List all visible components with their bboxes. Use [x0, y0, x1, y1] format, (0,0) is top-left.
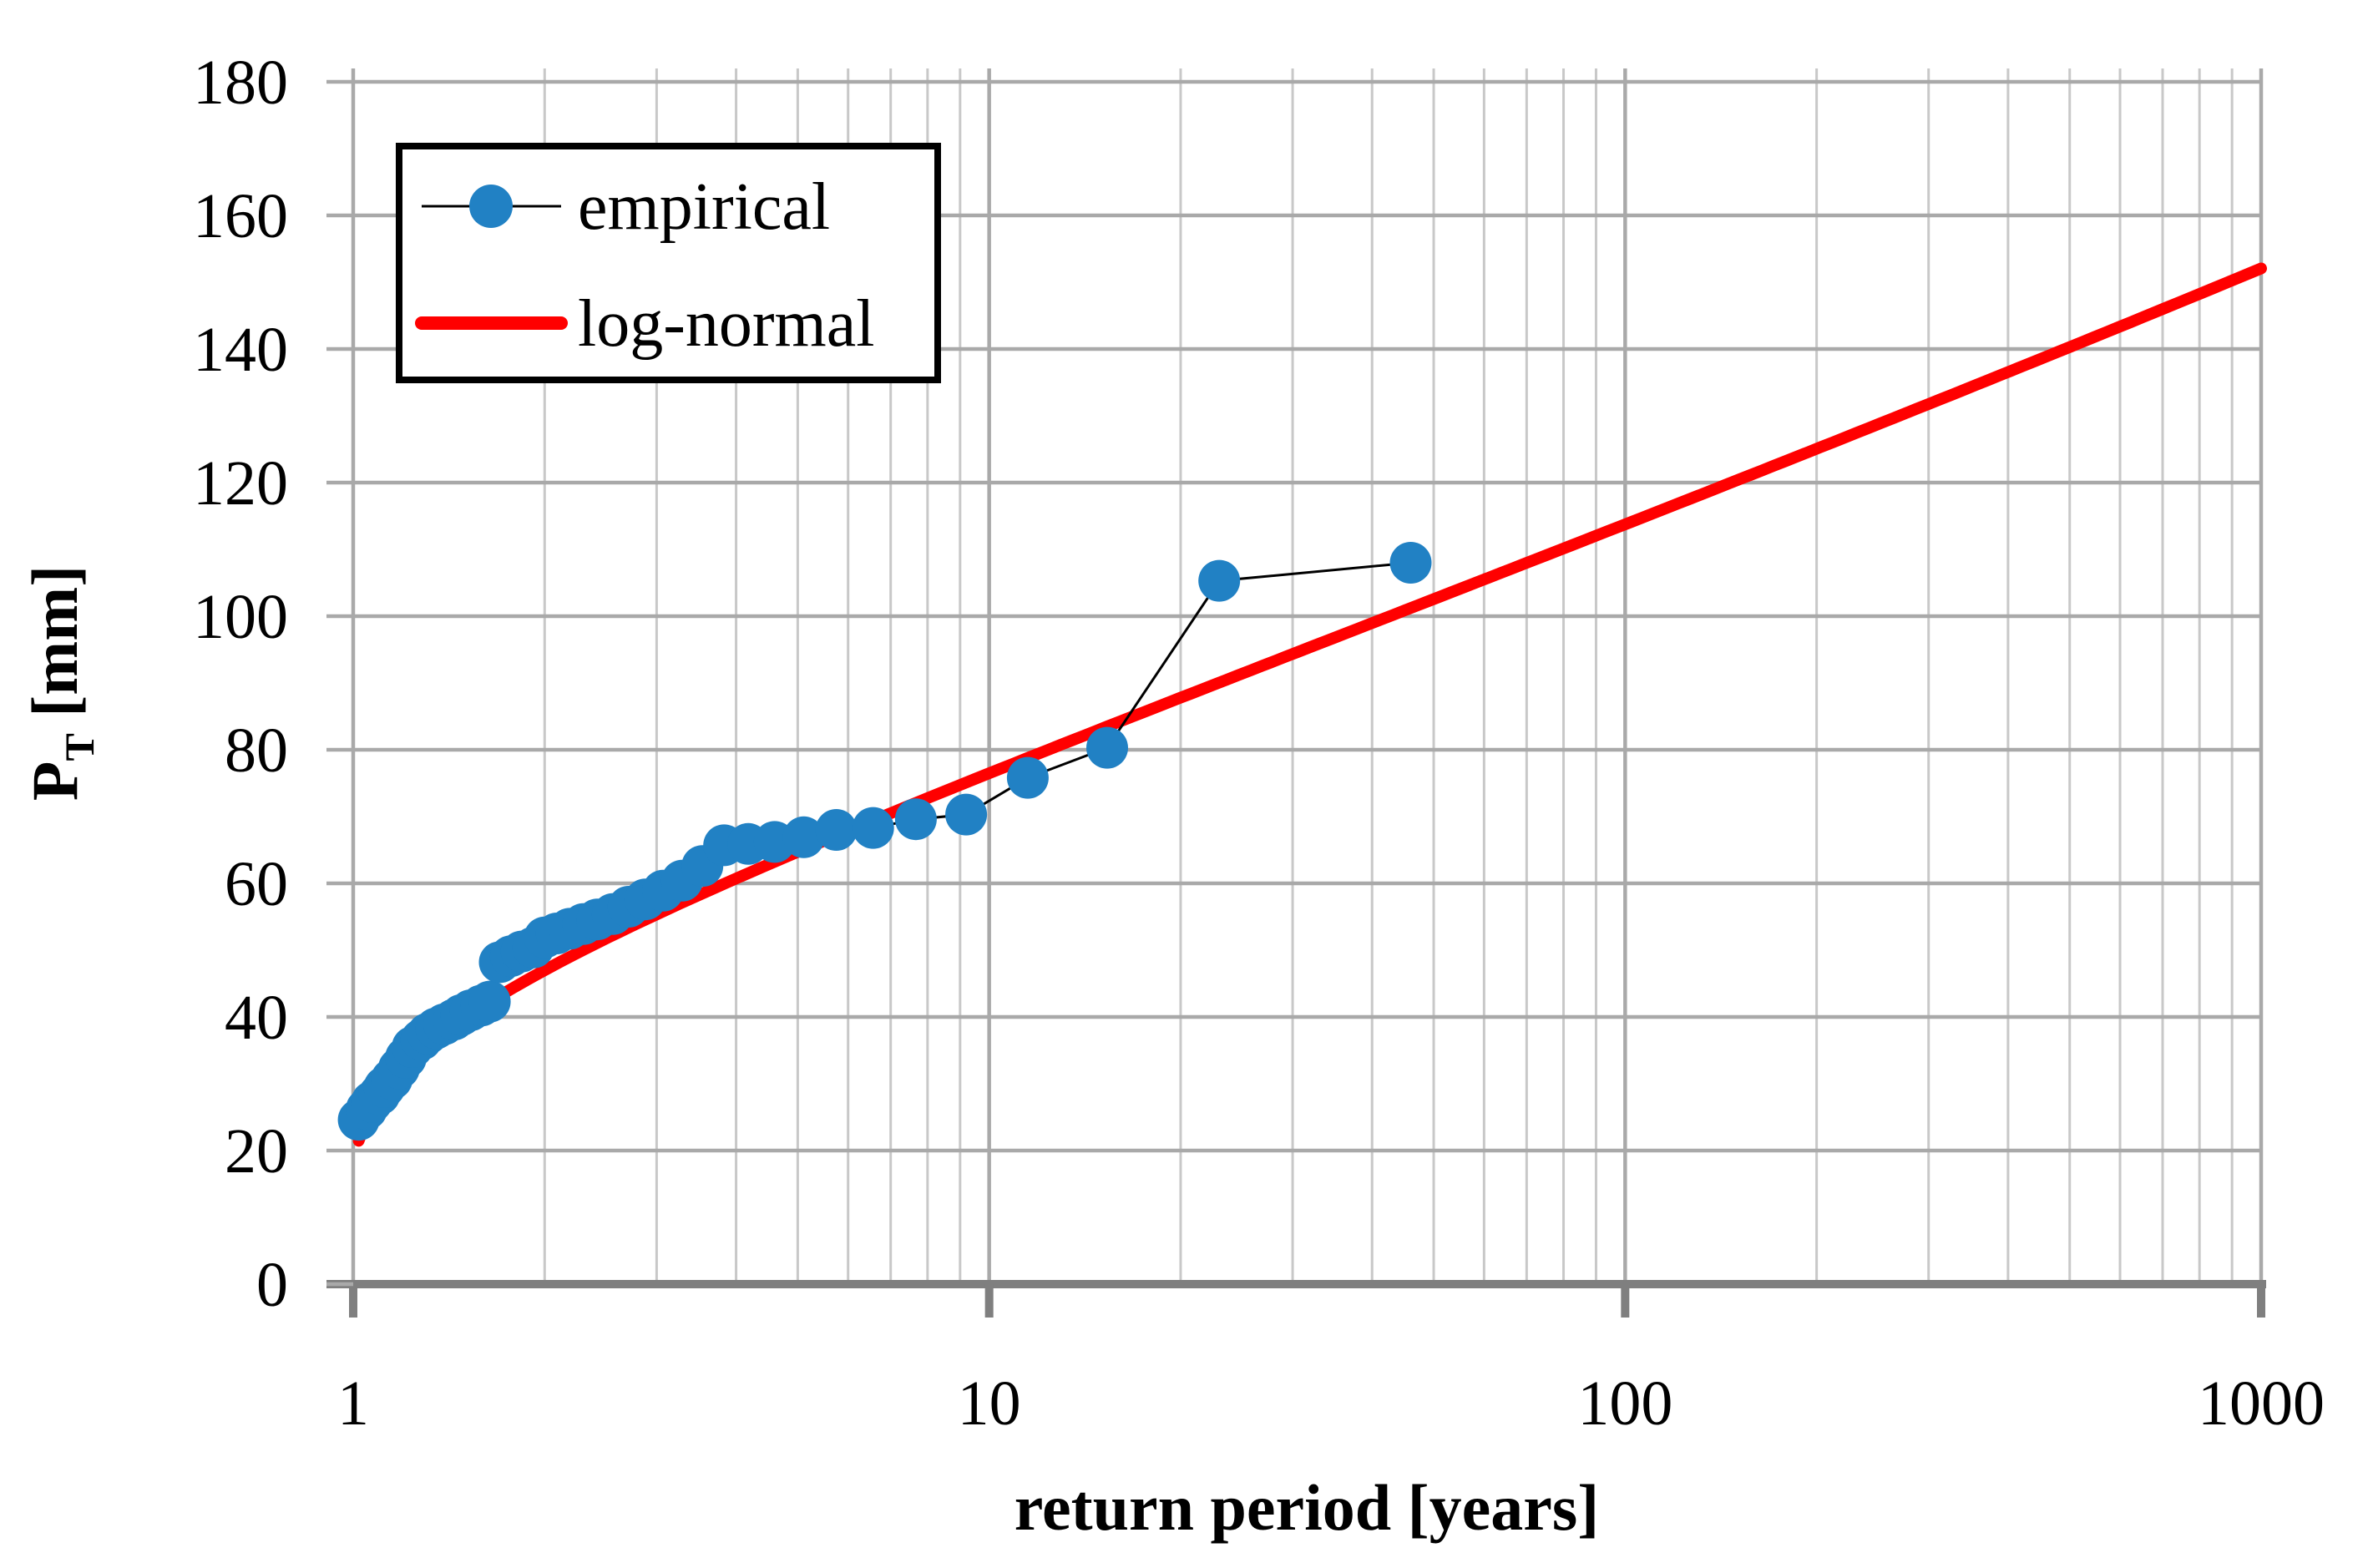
- x-tick-label-1: 1: [337, 1368, 369, 1439]
- legend-empirical-marker: [469, 185, 513, 228]
- y-tick-label-180: 180: [193, 48, 288, 118]
- legend-label-empirical: empirical: [578, 170, 830, 244]
- y-tick-label-100: 100: [193, 582, 288, 652]
- y-axis-title-subscript: T: [56, 733, 103, 761]
- empirical-data-point: [1086, 726, 1128, 769]
- x-axis-title: return period [years]: [1015, 1471, 1599, 1544]
- tick-labels-layer: 0 20 40 60 80 100 120 140 160 180 1 10 100 1000: [193, 48, 2325, 1439]
- y-tick-label-140: 140: [193, 315, 288, 385]
- y-tick-label-20: 20: [225, 1116, 288, 1186]
- empirical-data-point: [945, 793, 988, 836]
- y-tick-label-0: 0: [256, 1250, 288, 1320]
- y-tick-label-40: 40: [225, 983, 288, 1053]
- y-tick-label-160: 160: [193, 181, 288, 251]
- empirical-data-point: [815, 809, 858, 851]
- empirical-series-layer: [337, 542, 1432, 1141]
- y-axis-title: PT [mm]: [18, 565, 103, 801]
- y-tick-label-80: 80: [225, 716, 288, 786]
- y-tick-label-120: 120: [193, 448, 288, 518]
- x-tick-label-10: 10: [958, 1368, 1021, 1439]
- lognormal-curve-layer: [352, 262, 2267, 1147]
- y-axis-title-main: P: [18, 761, 91, 802]
- empirical-data-point: [894, 798, 937, 841]
- empirical-data-point: [1006, 756, 1049, 799]
- legend: empirical log-normal: [396, 143, 941, 383]
- empirical-data-point: [852, 807, 894, 849]
- x-tick-label-1000: 1000: [2198, 1368, 2325, 1439]
- x-tick-label-100: 100: [1577, 1368, 1672, 1439]
- lognormal-curve: [352, 262, 2267, 1147]
- empirical-data-point: [1389, 542, 1432, 584]
- y-tick-label-60: 60: [225, 849, 288, 919]
- empirical-data-point: [1198, 559, 1241, 602]
- legend-label-lognormal: log-normal: [578, 287, 874, 361]
- axis-layer: [326, 79, 2266, 1318]
- empirical-data-point: [782, 816, 825, 858]
- y-axis-title-unit: [mm]: [18, 565, 91, 733]
- empirical-data-point: [468, 980, 511, 1023]
